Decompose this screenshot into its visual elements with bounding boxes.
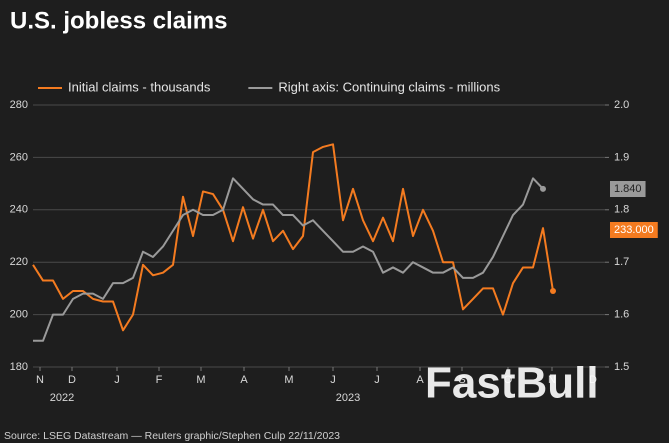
source: Source: LSEG Datastream — Reuters graphi… — [4, 430, 340, 442]
x-tick-label: N — [36, 374, 44, 386]
annotation-label: 233.000 — [614, 224, 654, 236]
x-tick-label: A — [240, 374, 248, 386]
x-tick-label: A — [416, 374, 424, 386]
x-tick-label: J — [330, 374, 336, 386]
y-tick-label: 220 — [10, 256, 28, 268]
year-label: 2023 — [336, 392, 360, 404]
x-tick-label: D — [589, 374, 597, 386]
y2-tick-label: 2.0 — [614, 99, 629, 111]
y2-tick-label: 1.5 — [614, 361, 629, 373]
series-line — [32, 143, 554, 332]
y-tick-label: 180 — [10, 361, 28, 373]
x-tick-label: O — [504, 374, 513, 386]
y2-tick-label: 1.6 — [614, 309, 629, 321]
y-tick-label: 280 — [10, 99, 28, 111]
watermark: FastBull — [425, 359, 599, 408]
y2-tick-label: 1.7 — [614, 256, 629, 268]
legend-label: Initial claims - thousands — [68, 79, 211, 94]
chart-title: U.S. jobless claims — [10, 7, 227, 34]
y-tick-label: 200 — [10, 309, 28, 321]
series-line — [33, 177, 544, 342]
legend-label: Right axis: Continuing claims - millions — [278, 79, 500, 94]
x-tick-label: N — [548, 374, 556, 386]
annotation-label: 1.840 — [614, 183, 642, 195]
y2-tick-label: 1.8 — [614, 204, 629, 216]
annotation-box — [610, 181, 646, 197]
annotation-box — [610, 222, 658, 238]
x-tick-label: J — [114, 374, 120, 386]
y2-tick-label: 1.9 — [614, 151, 629, 163]
y-tick-label: 240 — [10, 204, 28, 216]
x-tick-label: D — [68, 374, 76, 386]
y-tick-label: 260 — [10, 151, 28, 163]
year-label: 2022 — [50, 392, 74, 404]
x-tick-label: J — [374, 374, 380, 386]
x-tick-label: S — [458, 374, 465, 386]
end-marker — [540, 185, 546, 192]
x-tick-label: M — [196, 374, 205, 386]
end-marker — [550, 288, 556, 295]
x-tick-label: F — [156, 374, 163, 386]
x-tick-label: M — [284, 374, 293, 386]
